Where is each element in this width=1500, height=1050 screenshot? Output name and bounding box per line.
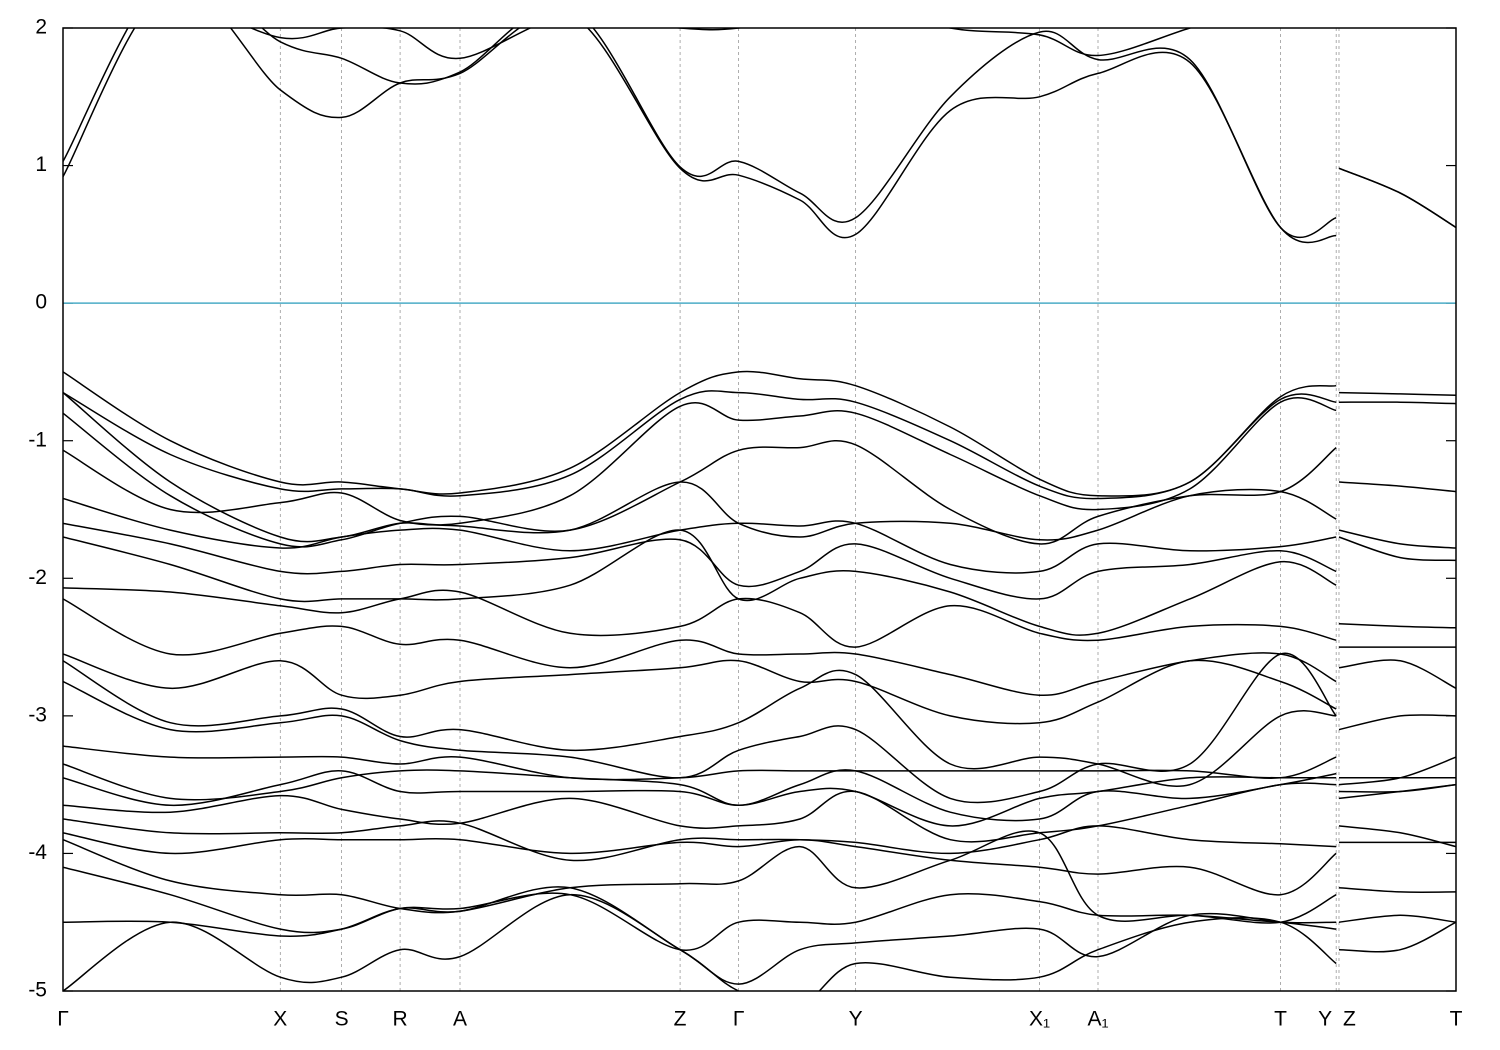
band-line (63, 886, 1337, 985)
band-line (63, 866, 1337, 951)
x-tick-label: X (273, 1008, 287, 1031)
x-tick-label: T (1274, 1008, 1287, 1031)
y-tick-label: 0 (35, 291, 47, 314)
grid (62, 27, 1457, 992)
y-tick-label: 2 (35, 16, 47, 39)
band-line (63, 660, 1456, 793)
x-tick-label: Z (674, 1008, 687, 1031)
x-tick-label: Z (1343, 1008, 1356, 1031)
band-line (63, 830, 1337, 924)
y-tick-label: -1 (28, 428, 47, 451)
x-tick-label: Γ (733, 1008, 745, 1031)
y-tick-label: -3 (28, 703, 47, 726)
y-tick-label: -5 (28, 979, 47, 1002)
band-line (63, 522, 1456, 648)
band-line (63, 652, 1456, 804)
plot-frame (62, 27, 1457, 992)
band-line (63, 598, 1456, 779)
x-tick-label: S (335, 1008, 349, 1031)
x-tick-label: X₁ (1029, 1008, 1050, 1031)
band-line (63, 763, 1456, 844)
x-tick-label: R (393, 1008, 408, 1031)
y-tick-label: 1 (35, 153, 47, 176)
x-tick-label: Γ (57, 1008, 69, 1031)
band-line (63, 392, 1456, 543)
x-tick-label: A (453, 1008, 467, 1031)
band-line (63, 818, 1456, 953)
band-line (63, 770, 1456, 893)
x-tick-label: Y (1318, 1008, 1332, 1031)
band-line (63, 745, 1456, 848)
band-line (63, 832, 1337, 896)
band-line (63, 782, 1456, 923)
y-tick-label: -4 (28, 841, 47, 864)
x-tick-label: A₁ (1087, 1008, 1108, 1031)
x-tick-label: Y (849, 1008, 863, 1031)
x-tick-label: T (1450, 1008, 1463, 1031)
y-tick-label: -2 (28, 566, 47, 589)
band-line (63, 28, 1456, 239)
band-line (63, 449, 1456, 562)
band-line (63, 587, 1456, 731)
band-line (63, 893, 1337, 991)
band-line (63, 529, 1456, 689)
bands (63, 28, 1456, 991)
band-line (63, 497, 1456, 629)
band-line (63, 370, 1456, 497)
band-line (63, 653, 1456, 786)
band-line (63, 390, 1456, 500)
band-line (63, 28, 1193, 60)
